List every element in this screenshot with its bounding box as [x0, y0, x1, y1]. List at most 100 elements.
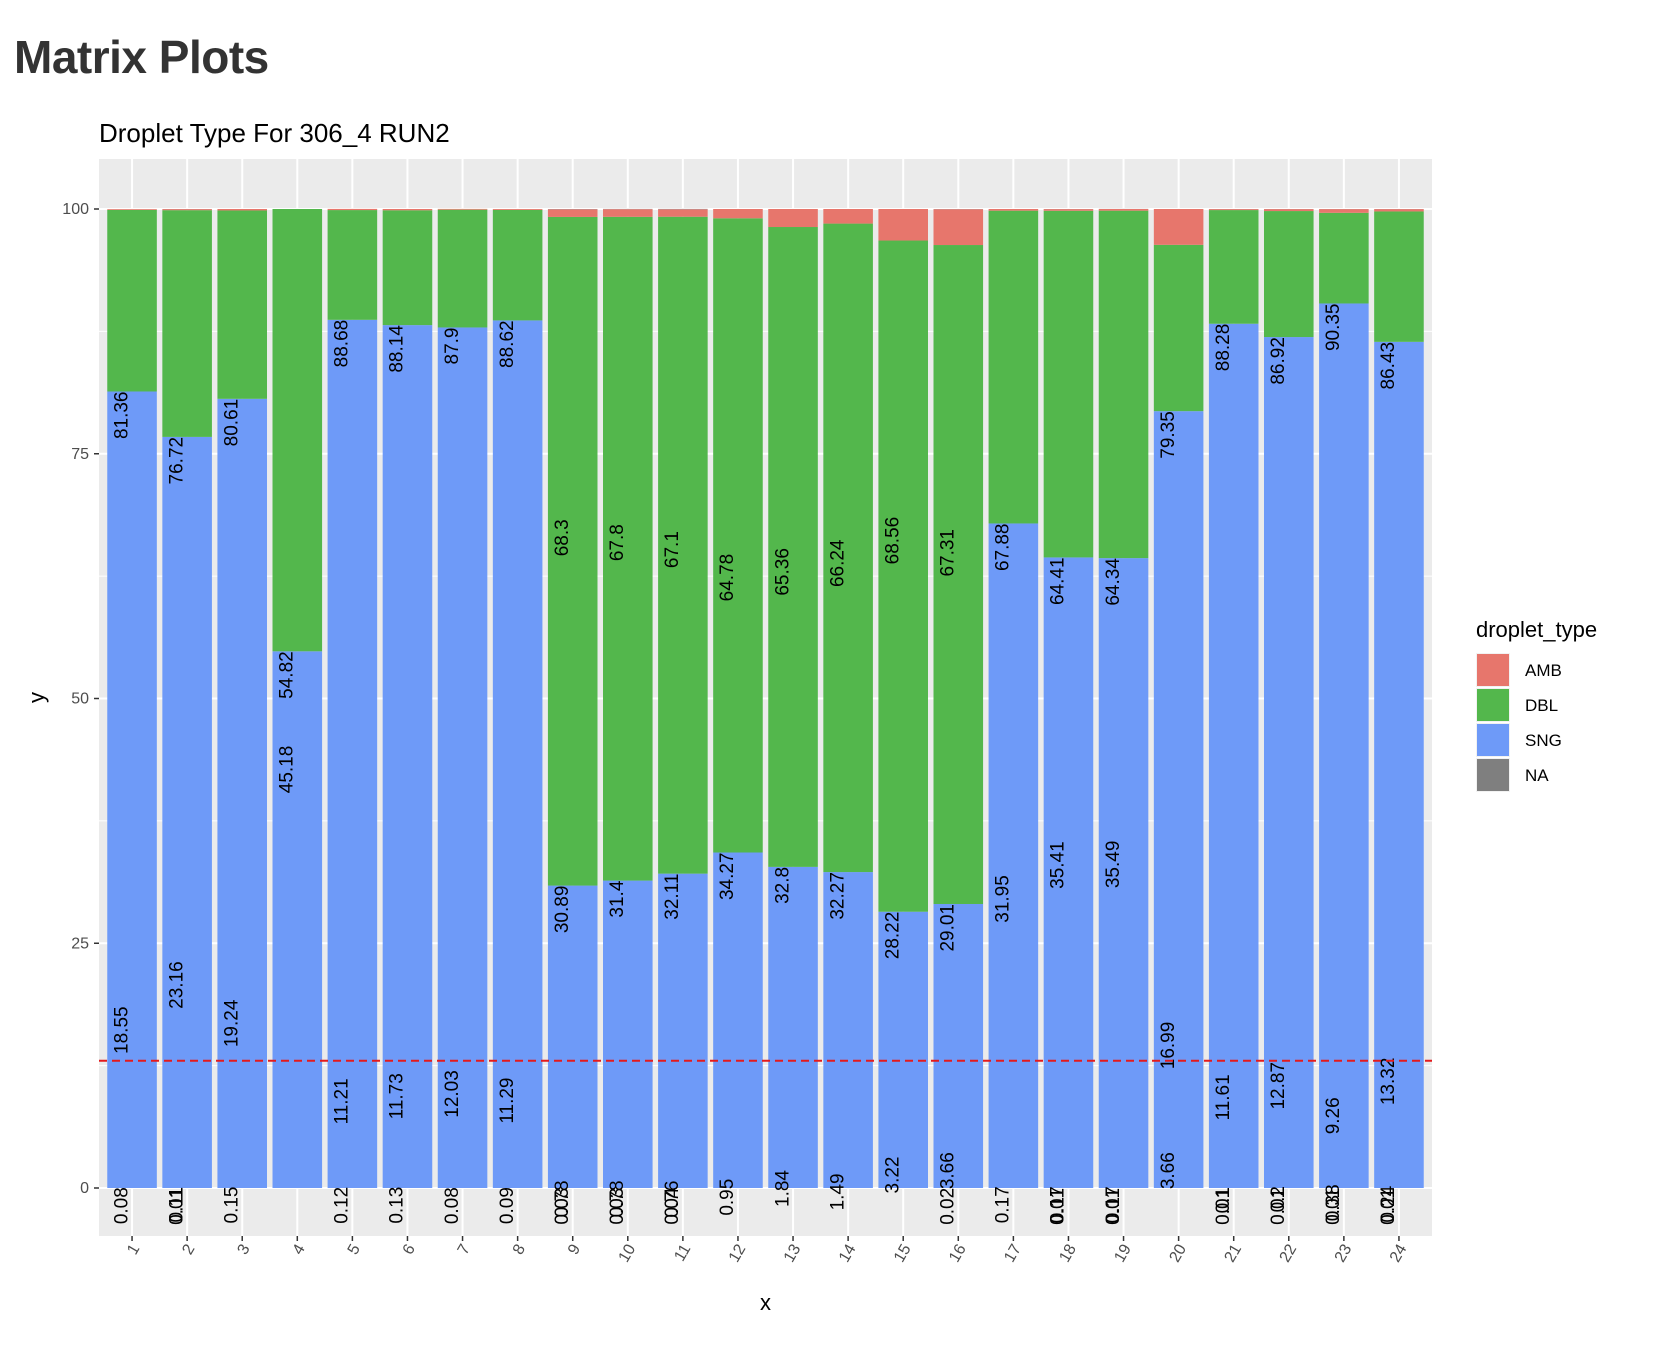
bar-value-label: 64.78	[717, 554, 738, 602]
y-tick-label: 25	[71, 935, 89, 952]
x-tick-label: 21	[1222, 1241, 1246, 1265]
bar-value-label: 88.68	[332, 320, 353, 368]
bar-dbl-13	[768, 227, 818, 867]
bar-dbl-7	[437, 209, 488, 328]
bar-amb-7	[437, 208, 488, 210]
bar-value-label: 0.02	[938, 1188, 959, 1225]
bar-value-label: 0.78	[607, 1180, 628, 1217]
bar-value-label: 0.08	[111, 1187, 132, 1224]
bar-amb-24	[1374, 209, 1424, 212]
y-tick-label: 0	[80, 1180, 89, 1197]
bar-dbl-9	[547, 216, 598, 886]
bar-value-label: 0.01	[1103, 1188, 1124, 1225]
x-tick-label: 10	[616, 1241, 640, 1265]
x-tick-label: 13	[781, 1241, 805, 1265]
bar-sng-24	[1374, 341, 1424, 1188]
bar-amb-16	[933, 209, 984, 246]
bar-value-label: 76.72	[166, 437, 187, 485]
bar-dbl-14	[823, 223, 873, 873]
bar-value-label: 0.09	[497, 1187, 518, 1224]
bar-amb-2	[162, 209, 212, 211]
bar-value-label: 12.03	[442, 1070, 463, 1118]
bar-dbl-16	[933, 245, 984, 904]
bar-value-label: 67.8	[607, 524, 628, 561]
bar-value-label: 68.3	[552, 519, 573, 556]
bar-value-label: 0.01	[1048, 1188, 1069, 1225]
bar-value-label: 1.49	[827, 1173, 848, 1210]
bar-value-label: 9.26	[1323, 1097, 1344, 1134]
bar-dbl-10	[603, 216, 653, 881]
bar-value-label: 88.14	[387, 325, 408, 373]
bar-sng-21	[1208, 323, 1259, 1189]
legend-swatch-dbl	[1477, 689, 1509, 721]
legend-title: droplet_type	[1476, 617, 1597, 642]
bar-sng-12	[713, 852, 763, 1188]
chart-title: Droplet Type For 306_4 RUN2	[99, 118, 450, 148]
bar-value-label: 0.78	[552, 1180, 573, 1217]
bar-dbl-20	[1153, 244, 1204, 412]
x-tick-label: 5	[345, 1241, 364, 1257]
x-tick-label: 4	[290, 1241, 309, 1257]
bar-dbl-19	[1098, 210, 1149, 559]
bar-value-label: 68.56	[882, 517, 903, 565]
bar-value-label: 18.55	[111, 1006, 132, 1054]
bar-value-label: 0.17	[1048, 1186, 1069, 1223]
bar-amb-21	[1208, 209, 1259, 211]
y-axis-title: y	[24, 692, 49, 703]
bar-value-label: 1.84	[772, 1170, 793, 1207]
x-axis-title: x	[760, 1290, 771, 1315]
bar-amb-19	[1098, 209, 1149, 211]
x-tick-label: 20	[1166, 1241, 1190, 1265]
bar-value-label: 80.61	[221, 399, 242, 447]
bar-amb-10	[603, 209, 653, 217]
bar-dbl-3	[217, 210, 268, 399]
bar-value-label: 0.03	[607, 1188, 628, 1225]
bar-dbl-2	[162, 210, 212, 437]
legend-swatch-amb	[1477, 654, 1509, 686]
x-tick-label: 8	[510, 1241, 529, 1257]
bar-value-label: 0.03	[552, 1188, 573, 1225]
bar-sng-11	[658, 873, 708, 1188]
bar-value-label: 34.27	[717, 853, 738, 901]
bar-sng-16	[933, 903, 984, 1188]
legend-label-sng: SNG	[1525, 731, 1562, 750]
bar-dbl-15	[878, 240, 928, 912]
x-tick-label: 22	[1277, 1241, 1301, 1265]
bar-amb-20	[1153, 209, 1204, 245]
x-tick-label: 23	[1332, 1241, 1356, 1265]
bar-amb-11	[658, 209, 708, 217]
y-tick-label: 50	[71, 691, 89, 708]
bar-sng-1	[107, 391, 157, 1188]
bar-value-label: 12.87	[1268, 1062, 1289, 1110]
bar-value-label: 35.49	[1103, 841, 1124, 889]
bar-value-label: 28.22	[882, 912, 903, 960]
bar-value-label: 0.17	[1103, 1186, 1124, 1223]
x-tick-label: 9	[565, 1241, 584, 1257]
bar-sng-15	[878, 911, 928, 1188]
legend-swatch-sng	[1477, 724, 1509, 756]
bar-amb-15	[878, 209, 928, 241]
x-tick-label: 7	[455, 1241, 474, 1257]
bar-value-label: 30.89	[552, 886, 573, 934]
bar-value-label: 0.13	[387, 1187, 408, 1224]
bar-sng-3	[217, 398, 268, 1188]
bar-sng-2	[162, 436, 212, 1188]
bar-amb-12	[713, 209, 763, 219]
bar-value-label: 3.66	[1158, 1152, 1179, 1189]
bar-value-label: 65.36	[772, 548, 793, 596]
bar-sng-6	[382, 325, 433, 1189]
bar-dbl-5	[327, 210, 378, 320]
bar-value-label: 11.61	[1213, 1074, 1234, 1120]
bar-dbl-18	[1043, 210, 1094, 558]
bar-value-label: 86.43	[1378, 342, 1399, 390]
bar-sng-14	[823, 872, 873, 1188]
bar-dbl-8	[492, 209, 543, 321]
bar-sng-13	[768, 866, 818, 1188]
bar-sng-22	[1263, 337, 1314, 1188]
bar-value-label: 0.01	[1323, 1188, 1344, 1225]
bar-amb-8	[492, 209, 543, 210]
bar-value-label: 0.24	[1378, 1185, 1399, 1222]
x-tick-label: 6	[400, 1241, 419, 1257]
x-tick-label: 12	[726, 1241, 750, 1265]
